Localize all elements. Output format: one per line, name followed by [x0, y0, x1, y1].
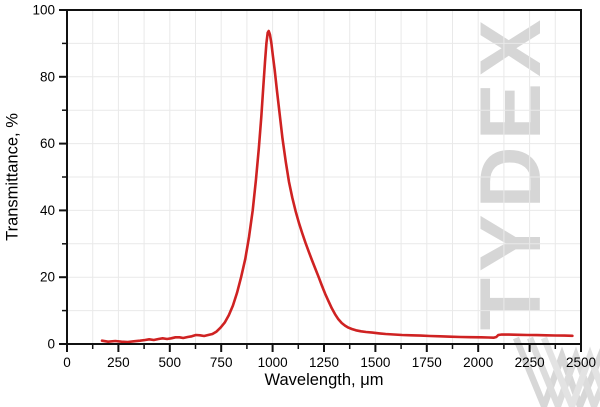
y-tick-label: 0 — [47, 337, 55, 352]
x-tick-label: 250 — [107, 355, 130, 370]
y-tick-label: 80 — [40, 69, 55, 84]
x-tick-label: 1250 — [309, 355, 339, 370]
y-tick-label: 20 — [40, 270, 55, 285]
x-tick-label: 2000 — [463, 355, 493, 370]
x-tick-label: 0 — [63, 355, 71, 370]
y-tick-label: 60 — [40, 136, 55, 151]
x-tick-label: 2250 — [515, 355, 545, 370]
x-tick-label: 1000 — [258, 355, 288, 370]
y-axis-title: Transmittance, % — [3, 113, 22, 241]
y-tick-label: 40 — [40, 203, 55, 218]
y-tick-label: 100 — [32, 3, 55, 18]
transmittance-curve — [100, 29, 574, 344]
x-tick-label: 1500 — [360, 355, 390, 370]
x-tick-label: 500 — [159, 355, 182, 370]
x-tick-label: 750 — [210, 355, 233, 370]
plot-frame — [66, 9, 582, 345]
x-axis-title: Wavelength, μm — [264, 371, 384, 389]
x-tick-label: 1750 — [412, 355, 442, 370]
tydex-logo-icon — [505, 328, 600, 407]
x-tick-label: 2500 — [566, 355, 596, 370]
